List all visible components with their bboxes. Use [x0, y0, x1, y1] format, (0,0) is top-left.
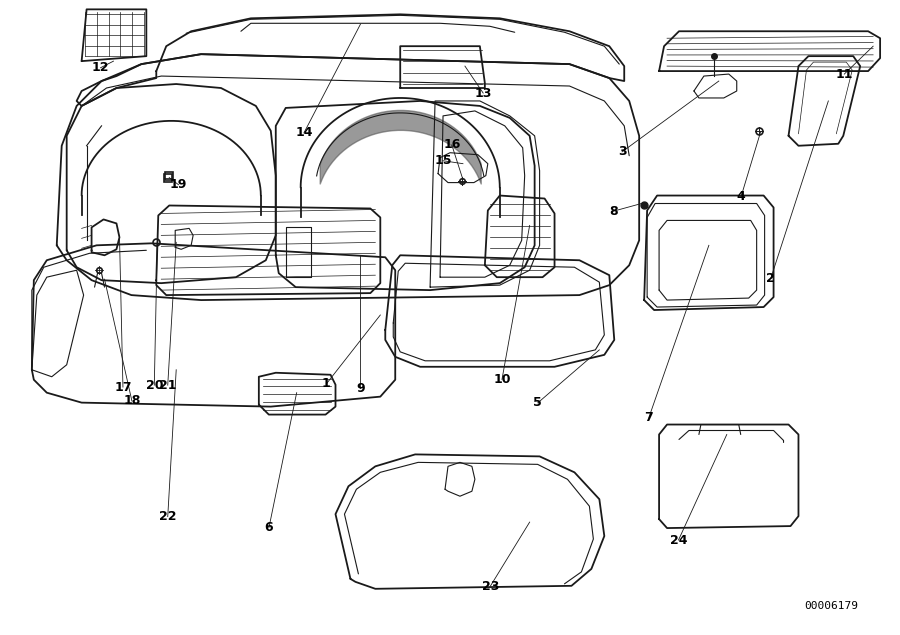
- Text: 10: 10: [493, 373, 510, 386]
- Text: 15: 15: [434, 154, 452, 167]
- Text: 14: 14: [295, 126, 312, 140]
- Text: 7: 7: [644, 411, 653, 424]
- Text: 22: 22: [159, 510, 176, 523]
- Text: 13: 13: [474, 86, 491, 100]
- Text: 21: 21: [159, 378, 176, 392]
- Text: 16: 16: [443, 138, 461, 151]
- Text: 18: 18: [123, 394, 140, 408]
- Text: 5: 5: [534, 396, 542, 410]
- Text: 3: 3: [617, 145, 626, 158]
- Text: 23: 23: [482, 580, 499, 592]
- Text: 9: 9: [356, 382, 365, 395]
- Text: 2: 2: [767, 272, 775, 285]
- Text: 8: 8: [608, 204, 617, 218]
- Text: 17: 17: [114, 380, 131, 394]
- Text: 1: 1: [322, 377, 330, 391]
- Text: 6: 6: [265, 521, 274, 534]
- Text: 24: 24: [670, 533, 688, 547]
- Text: 11: 11: [835, 67, 853, 81]
- Text: 20: 20: [146, 378, 163, 392]
- Text: 19: 19: [170, 178, 187, 191]
- Text: 4: 4: [737, 190, 745, 203]
- Text: 12: 12: [92, 61, 109, 74]
- Text: 00006179: 00006179: [805, 601, 859, 611]
